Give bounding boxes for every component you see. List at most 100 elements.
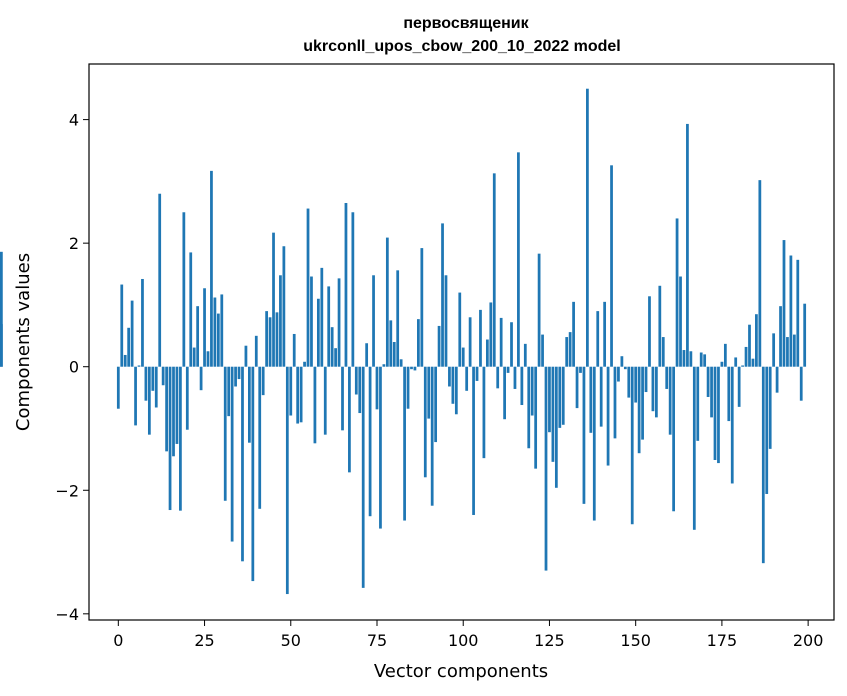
bar — [441, 223, 444, 367]
bar — [382, 364, 386, 367]
bar — [727, 366, 731, 422]
bar — [461, 347, 465, 367]
bar — [137, 365, 141, 367]
bar — [423, 366, 427, 478]
bar — [734, 357, 738, 367]
bar — [172, 366, 175, 457]
bar — [427, 366, 431, 419]
bar — [489, 302, 493, 367]
bar — [672, 366, 675, 512]
x-tick-label: 150 — [620, 631, 651, 650]
bar — [248, 366, 251, 443]
bar — [130, 300, 134, 367]
bar — [579, 366, 582, 373]
bar — [517, 152, 520, 367]
bar — [182, 212, 186, 367]
bar — [586, 88, 589, 367]
bar — [554, 366, 558, 488]
bar — [141, 278, 144, 367]
y-axis-label: Components values — [13, 253, 34, 431]
bar — [123, 354, 127, 367]
x-tick-label: 100 — [448, 631, 479, 650]
bar — [689, 351, 693, 367]
bar — [720, 361, 724, 367]
bar — [786, 337, 789, 367]
bar — [254, 335, 258, 367]
bar — [506, 366, 510, 373]
bar — [713, 366, 717, 460]
bar — [368, 366, 372, 517]
bar — [561, 366, 565, 425]
y-tick-label: 4 — [69, 111, 79, 130]
bar — [796, 259, 800, 367]
bar — [210, 170, 213, 367]
bar — [606, 366, 610, 466]
bar — [572, 301, 575, 367]
bar — [134, 366, 137, 426]
bar — [544, 366, 548, 571]
bar — [289, 366, 293, 416]
bar — [313, 366, 317, 444]
bar — [327, 286, 331, 367]
bar — [230, 366, 234, 542]
bar — [568, 332, 572, 367]
bar — [779, 306, 782, 367]
bar — [451, 366, 455, 404]
bar — [434, 366, 438, 443]
y-tick-label: 2 — [69, 234, 79, 253]
bar — [303, 361, 306, 367]
bar — [565, 337, 569, 367]
y-tick-label: −2 — [55, 481, 79, 500]
bar — [765, 366, 769, 494]
bar — [496, 366, 500, 389]
bar — [341, 366, 344, 431]
bar — [158, 193, 162, 367]
bar — [334, 348, 337, 367]
bar — [665, 366, 669, 389]
x-tick-label: 200 — [793, 631, 824, 650]
bar — [748, 324, 751, 367]
x-axis-label: Vector components — [374, 661, 548, 682]
x-axis-ticks: 0 25 50 75 100 125 150 175 200 — [113, 620, 823, 650]
bar — [551, 366, 555, 462]
bar — [596, 311, 600, 367]
bar — [485, 339, 489, 367]
bar — [613, 366, 617, 439]
bar — [654, 366, 658, 418]
bar — [541, 334, 544, 367]
bar — [0, 251, 3, 367]
bar — [523, 343, 527, 367]
bar — [675, 218, 679, 367]
x-tick-label: 50 — [281, 631, 301, 650]
bar — [803, 303, 807, 367]
bar — [592, 366, 596, 521]
bar — [755, 314, 758, 367]
y-tick-label: −4 — [55, 605, 79, 624]
bar — [165, 366, 168, 452]
bar — [385, 237, 389, 367]
bar — [644, 366, 648, 393]
bar — [627, 366, 631, 398]
bar — [316, 298, 320, 367]
bar — [292, 333, 296, 367]
bar — [358, 366, 362, 414]
bar — [479, 309, 482, 367]
bar — [465, 366, 469, 391]
bar — [575, 366, 579, 409]
x-tick-label: 25 — [194, 631, 214, 650]
bar — [223, 366, 227, 501]
bar — [161, 366, 165, 386]
bar — [420, 248, 424, 367]
bar — [203, 288, 206, 367]
bar — [682, 350, 686, 367]
bar — [458, 292, 462, 367]
bar — [772, 333, 776, 367]
bar — [282, 246, 286, 367]
bar — [582, 366, 586, 504]
bar — [354, 366, 358, 395]
bar — [527, 366, 531, 449]
bar — [147, 366, 151, 435]
bar — [389, 320, 393, 367]
bar — [175, 366, 179, 444]
bar — [323, 366, 327, 435]
